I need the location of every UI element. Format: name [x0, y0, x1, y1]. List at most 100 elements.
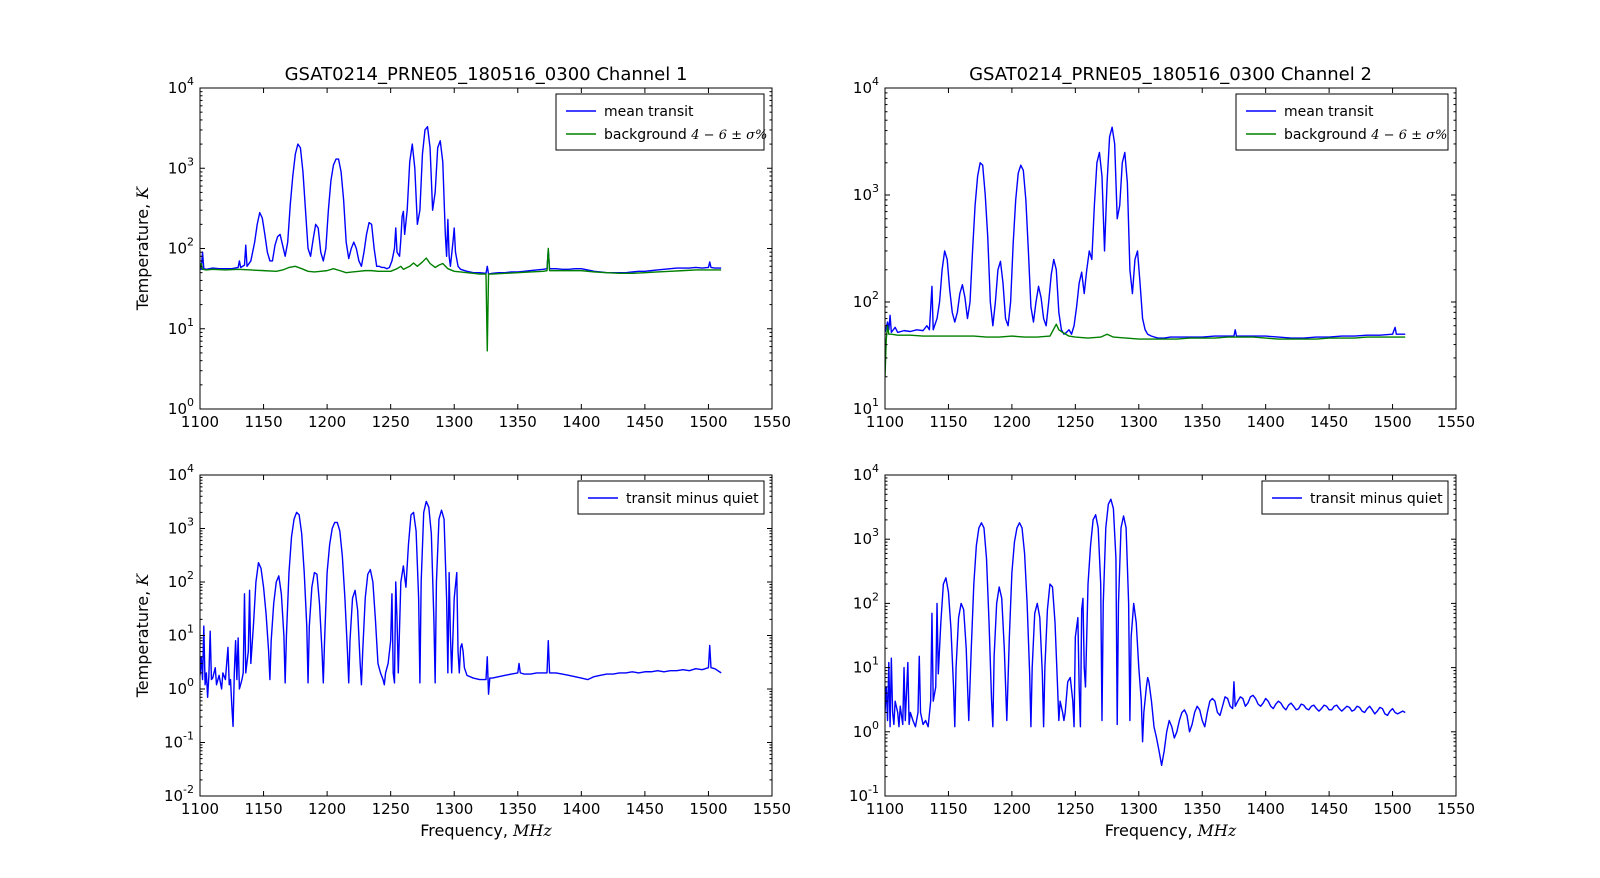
x-axis-label: Frequency, MHz: [1105, 821, 1237, 840]
y-tick-label: 102: [853, 590, 879, 612]
y-tick-label: 104: [853, 75, 879, 97]
y-tick-base: 10: [168, 320, 187, 338]
y-tick-label: 102: [168, 236, 194, 258]
y-tick-label: 101: [853, 655, 879, 677]
legend-entry-math: 4 − 6 ± σ%: [690, 128, 767, 143]
y-tick-base: 10: [853, 400, 872, 418]
y-tick-label: 10-1: [849, 783, 879, 805]
x-axis-label-text: Frequency,: [1105, 821, 1198, 840]
legend-box: [555, 93, 765, 151]
x-tick-label: 1100: [866, 800, 904, 818]
y-axis-label-unit: K: [133, 573, 152, 587]
y-tick-exp: 0: [187, 396, 194, 409]
y-tick-label: 104: [853, 462, 879, 484]
series-line-1: [200, 125, 722, 275]
y-tick-exp: 0: [872, 719, 879, 732]
y-tick-label: 103: [168, 155, 194, 177]
legend: transit minus quiet: [1261, 480, 1449, 515]
legend: mean transit background 4 − 6 ± σ%: [1235, 93, 1449, 151]
y-tick-exp: 2: [187, 236, 194, 249]
x-tick-label: 1450: [626, 413, 664, 431]
y-tick-base: 10: [168, 627, 187, 645]
legend-box: [1235, 93, 1449, 151]
y-tick-label: 100: [853, 719, 879, 741]
y-tick-base: 10: [168, 680, 187, 698]
x-tick-label: 1450: [626, 800, 664, 818]
x-axis-label-text: Frequency,: [420, 821, 513, 840]
y-tick-exp: 2: [872, 590, 879, 603]
legend-entry-label: background: [1284, 127, 1371, 143]
y-tick-exp: 3: [872, 526, 879, 539]
chart-title: GSAT0214_PRNE05_180516_0300 Channel 1: [285, 64, 688, 85]
x-tick-label: 1400: [562, 413, 600, 431]
x-tick-label: 1400: [1247, 413, 1285, 431]
y-tick-exp: 3: [872, 182, 879, 195]
x-tick-label: 1100: [181, 413, 219, 431]
y-tick-base: 10: [168, 79, 187, 97]
y-tick-label: 103: [853, 526, 879, 548]
x-tick-label: 1500: [1373, 413, 1411, 431]
x-tick-label: 1250: [372, 413, 410, 431]
axes-frame: [884, 474, 1457, 797]
y-tick-base: 10: [853, 659, 872, 677]
y-tick-base: 10: [853, 466, 872, 484]
x-tick-label: 1150: [929, 413, 967, 431]
y-tick-label: 101: [853, 396, 879, 418]
y-tick-base: 10: [168, 400, 187, 418]
y-tick-exp: 2: [872, 289, 879, 302]
x-tick-label: 1550: [1437, 413, 1475, 431]
y-axis-label-unit: K: [133, 186, 152, 200]
legend-entry-label: transit minus quiet: [626, 491, 759, 507]
y-axis-label: Temperature, K: [133, 573, 152, 699]
x-tick-label: 1500: [689, 413, 727, 431]
y-axis-label-text: Temperature,: [133, 199, 152, 312]
y-tick-base: 10: [853, 723, 872, 741]
y-tick-exp: 1: [872, 396, 879, 409]
chart-ch2_top: 1100 1150 1200 1250 1300 1350 1400 1450 1500 1550…: [853, 64, 1475, 431]
y-tick-base: 10: [168, 520, 187, 538]
y-tick-exp: 4: [187, 75, 194, 88]
y-tick-label: 103: [168, 516, 194, 538]
y-tick-label: 103: [853, 182, 879, 204]
y-tick-base: 10: [853, 186, 872, 204]
y-tick-base: 10: [168, 573, 187, 591]
x-tick-label: 1450: [1310, 800, 1348, 818]
chart-title: GSAT0214_PRNE05_180516_0300 Channel 2: [969, 64, 1372, 85]
y-tick-exp: 3: [187, 516, 194, 529]
y-tick-label: 10-2: [164, 783, 194, 805]
y-tick-base: 10: [164, 787, 183, 805]
legend-entry-math: 4 − 6 ± σ%: [1370, 128, 1447, 143]
legend-entry: mean transit: [1284, 104, 1374, 120]
legend-entry-label: transit minus quiet: [1310, 491, 1443, 507]
y-tick-exp: -1: [183, 730, 194, 743]
x-tick-label: 1500: [1373, 800, 1411, 818]
legend-entry-label: mean transit: [604, 104, 694, 120]
x-tick-label: 1250: [1056, 413, 1094, 431]
y-tick-exp: 0: [187, 676, 194, 689]
x-tick-label: 1200: [308, 413, 346, 431]
y-tick-exp: -2: [183, 783, 194, 796]
y-tick-exp: 3: [187, 155, 194, 168]
x-tick-label: 1550: [753, 800, 791, 818]
y-tick-exp: 2: [187, 569, 194, 582]
y-tick-exp: 1: [872, 655, 879, 668]
x-tick-label: 1150: [244, 413, 282, 431]
y-tick-label: 101: [168, 316, 194, 338]
y-tick-label: 10-1: [164, 730, 194, 752]
y-tick-base: 10: [853, 594, 872, 612]
legend: transit minus quiet: [577, 480, 765, 515]
y-tick-base: 10: [853, 293, 872, 311]
series-line-1: [885, 126, 1406, 339]
y-tick-base: 10: [853, 530, 872, 548]
legend-entry: transit minus quiet: [626, 491, 759, 507]
chart-ch1_top: 1100 1150 1200 1250 1300 1350 1400 1450 1500 1550…: [133, 64, 791, 431]
x-tick-label: 1150: [244, 800, 282, 818]
x-tick-label: 1400: [1247, 800, 1285, 818]
series-line-2: [885, 323, 1406, 377]
y-tick-exp: 4: [187, 462, 194, 475]
y-tick-label: 102: [168, 569, 194, 591]
series-line-1: [200, 500, 722, 728]
x-tick-label: 1200: [993, 413, 1031, 431]
x-tick-label: 1300: [1120, 800, 1158, 818]
